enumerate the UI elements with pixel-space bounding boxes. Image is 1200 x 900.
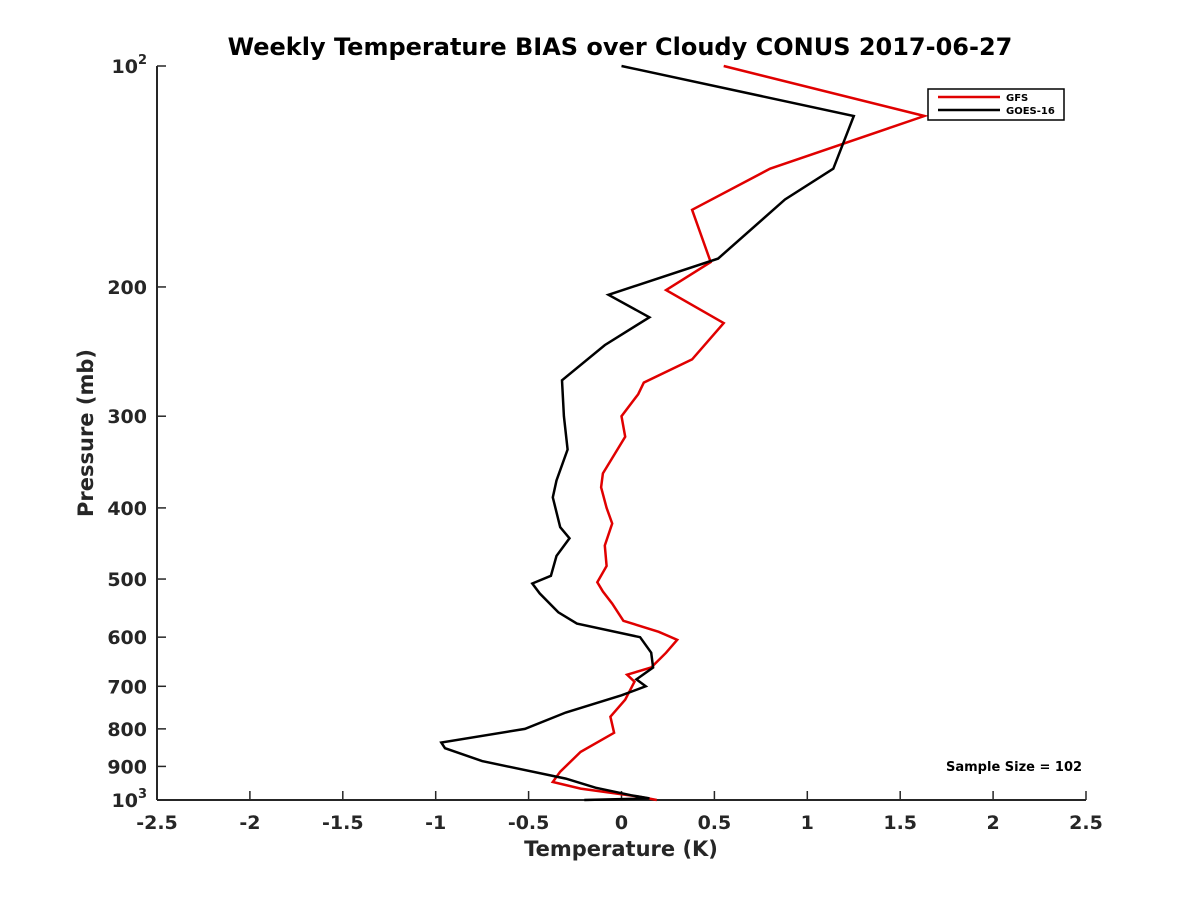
series-line-gfs [550,64,929,802]
x-tick-label: -2.5 [136,812,178,834]
sample-size-annotation: Sample Size = 102 [946,760,1082,775]
chart-title: Weekly Temperature BIAS over Cloudy CONU… [228,33,1013,61]
y-tick-label: 500 [107,569,147,591]
y-axis-label: Pressure (mb) [74,349,98,517]
y-tick-label: 103 [112,787,148,812]
x-tick-label: 1.5 [883,812,917,834]
y-tick-label-exponent: 3 [138,787,147,802]
y-tick-label-exponent: 2 [138,53,147,68]
y-tick-label: 700 [107,676,147,698]
series-line-goes16 [439,64,856,802]
y-tick-label: 400 [107,498,147,520]
x-tick-label: -2 [239,812,260,834]
legend: GFS GOES-16 [927,88,1065,121]
x-tick-label: -1 [425,812,446,834]
y-tick-label: 102 [112,53,148,78]
legend-box [927,88,1065,121]
series-lines [439,64,929,802]
y-tick-label-base: 10 [112,790,138,812]
x-tick-label: -0.5 [508,812,550,834]
legend-label-gfs: GFS [1006,93,1028,104]
axes [156,66,1086,801]
x-axis-label: Temperature (K) [524,837,718,861]
y-tick-label: 800 [107,719,147,741]
y-tick-label: 600 [107,627,147,649]
x-tick-label: 2 [986,812,999,834]
x-tick-label: 0.5 [698,812,732,834]
y-tick-label: 200 [107,277,147,299]
x-tick-label: 1 [801,812,814,834]
y-tick-label: 300 [107,406,147,428]
x-axis-ticks: -2.5 -2 -1.5 -1 -0.5 0 0.5 1 1.5 2 2.5 [136,791,1103,834]
y-tick-label-base: 10 [112,56,138,78]
x-tick-label: -1.5 [322,812,364,834]
x-tick-label: 0 [615,812,628,834]
x-tick-label: 2.5 [1069,812,1103,834]
legend-label-goes16: GOES-16 [1006,106,1055,117]
y-tick-label: 900 [107,756,147,778]
